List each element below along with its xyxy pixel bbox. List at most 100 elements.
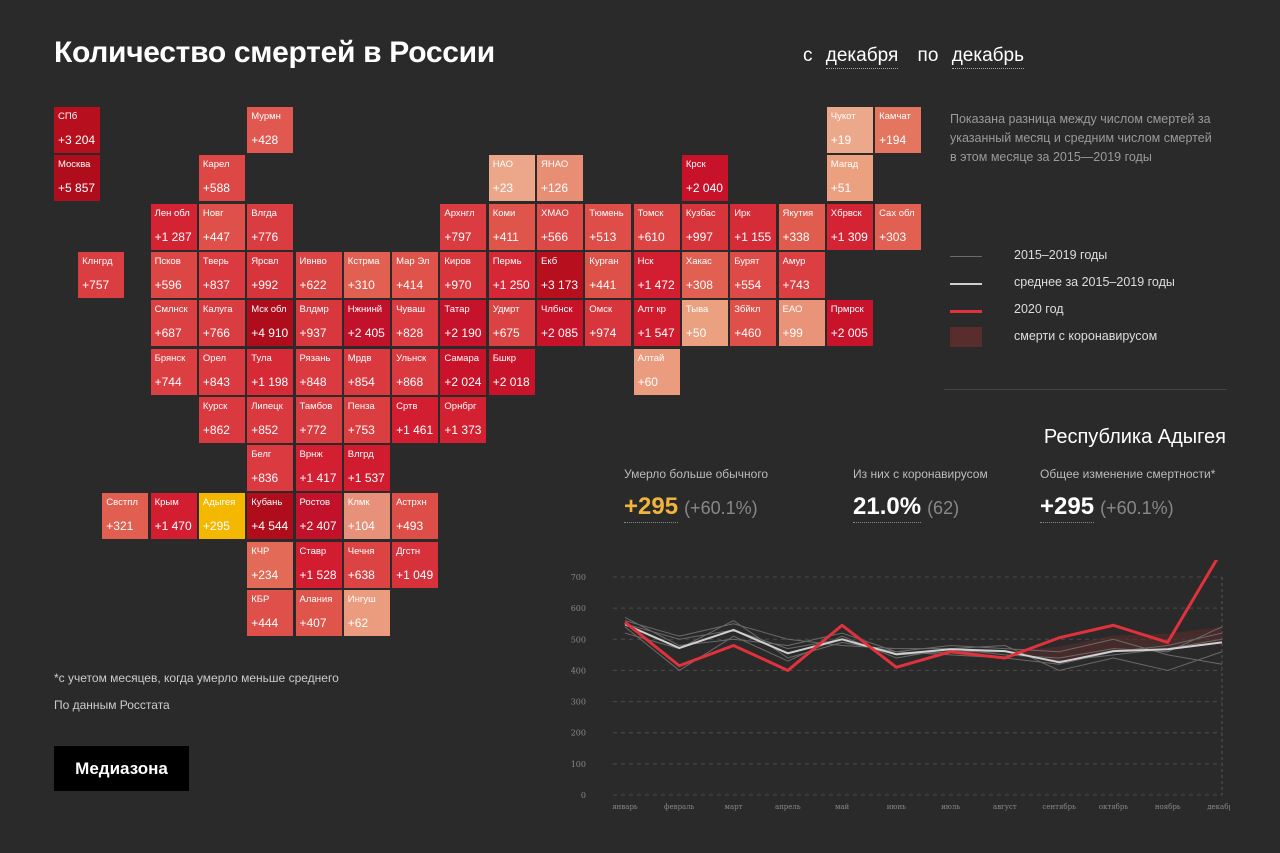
region-tile[interactable]: ЕАО +99: [778, 300, 825, 347]
region-tile[interactable]: Магад +51: [826, 155, 873, 202]
region-tile[interactable]: Свстпл +321: [102, 493, 149, 540]
region-tile[interactable]: Пенза +753: [343, 396, 390, 443]
region-tile[interactable]: ХМАО +566: [537, 203, 583, 250]
region-tile[interactable]: ЯНАО +126: [537, 155, 583, 202]
region-tile[interactable]: Прмрск +2 005: [826, 300, 873, 347]
region-tile-value: +308: [685, 277, 713, 292]
region-tile[interactable]: Ирк +1 155: [730, 203, 777, 250]
region-tile[interactable]: Врнж +1 417: [295, 445, 342, 492]
region-tile[interactable]: Хакас +308: [681, 251, 728, 298]
region-tile[interactable]: Липецк +852: [247, 396, 294, 443]
period-to-dropdown[interactable]: декабрь: [951, 45, 1024, 69]
region-tile[interactable]: Карел +588: [198, 155, 245, 202]
region-tile[interactable]: Ингуш +62: [343, 590, 390, 636]
region-tile[interactable]: Хбрвск +1 309: [826, 203, 873, 250]
region-tile-value: +854: [347, 374, 375, 389]
stat-value[interactable]: +295: [624, 493, 679, 523]
region-tile[interactable]: Ульнск +868: [392, 348, 439, 395]
region-tile[interactable]: Кузбас +997: [681, 203, 728, 250]
region-tile[interactable]: Тюмень +513: [585, 203, 632, 250]
region-tile[interactable]: Алтай +60: [633, 348, 680, 395]
region-tile[interactable]: Камчат +194: [875, 107, 922, 153]
region-tile[interactable]: Белг +836: [247, 445, 294, 492]
region-tile[interactable]: Кстрма +310: [343, 251, 390, 298]
y-tick-label: 200: [571, 729, 586, 738]
region-tile[interactable]: Рязань +848: [295, 348, 342, 395]
stat-value[interactable]: 21.0%: [853, 493, 922, 523]
region-tile[interactable]: Якутия +338: [778, 203, 825, 250]
region-tile[interactable]: Тула +1 198: [247, 348, 294, 395]
region-tile[interactable]: Чечня +638: [343, 541, 390, 588]
region-tile[interactable]: Екб +3 173: [537, 251, 583, 298]
region-tile[interactable]: Астрхн +493: [392, 493, 439, 540]
region-tile[interactable]: Влгда +776: [247, 203, 294, 250]
region-tile[interactable]: Москва +5 857: [54, 155, 100, 202]
region-tile[interactable]: Ростов +2 407: [295, 493, 342, 540]
region-tile[interactable]: Клмк +104: [343, 493, 390, 540]
region-tile[interactable]: Орнбрг +1 373: [440, 396, 487, 443]
region-tile[interactable]: Тыва +50: [681, 300, 728, 347]
region-tile[interactable]: Мск обл +4 910: [247, 300, 294, 347]
region-tile[interactable]: Сртв +1 461: [392, 396, 439, 443]
stat-value[interactable]: +295: [1040, 493, 1095, 523]
region-tile[interactable]: НАО +23: [488, 155, 535, 202]
region-tile[interactable]: Смлнск +687: [150, 300, 197, 347]
region-tile[interactable]: Тамбов +772: [295, 396, 342, 443]
region-tile-name: КБР: [251, 594, 270, 605]
region-tile[interactable]: Нжнинй +2 405: [343, 300, 390, 347]
region-tile[interactable]: Алания +407: [295, 590, 342, 636]
region-tile[interactable]: Самара +2 024: [440, 348, 487, 395]
region-tile[interactable]: Мрдв +854: [343, 348, 390, 395]
region-tile-name: Киров: [444, 255, 471, 267]
region-tile[interactable]: Орел +843: [198, 348, 245, 395]
period-from-dropdown[interactable]: декабря: [825, 45, 899, 69]
region-tile[interactable]: Крым +1 470: [150, 493, 197, 540]
region-tile[interactable]: Новг +447: [198, 203, 245, 250]
region-tile[interactable]: Алт кр +1 547: [633, 300, 680, 347]
region-tile[interactable]: Брянск +744: [150, 348, 197, 395]
region-tile[interactable]: Удмрт +675: [488, 300, 535, 347]
region-tile-name: Свстпл: [106, 497, 138, 509]
region-tile[interactable]: Крск +2 040: [681, 155, 728, 202]
region-tile[interactable]: Нск +1 472: [633, 251, 680, 298]
region-tile[interactable]: Калуга +766: [198, 300, 245, 347]
region-tile[interactable]: Дгстн +1 049: [392, 541, 439, 588]
region-tile[interactable]: Архнгл +797: [440, 203, 487, 250]
region-tile[interactable]: Лен обл +1 287: [150, 203, 197, 250]
region-tile[interactable]: КБР +444: [247, 590, 294, 636]
region-tile[interactable]: Влгрд +1 537: [343, 445, 390, 492]
region-tile[interactable]: Татар +2 190: [440, 300, 487, 347]
region-tile[interactable]: Сах обл +303: [875, 203, 922, 250]
region-tile[interactable]: Омск +974: [585, 300, 632, 347]
region-tile[interactable]: Пермь +1 250: [488, 251, 535, 298]
region-tile[interactable]: Ставр +1 528: [295, 541, 342, 588]
region-tile[interactable]: Томск +610: [633, 203, 680, 250]
region-tile-name: Тыва: [685, 304, 709, 316]
region-tile[interactable]: Курган +441: [585, 251, 632, 298]
region-tile[interactable]: Бурят +554: [730, 251, 777, 298]
region-tile[interactable]: СПб +3 204: [54, 107, 100, 153]
region-tile[interactable]: Мар Эл +414: [392, 251, 439, 298]
region-tile[interactable]: Тверь +837: [198, 251, 245, 298]
region-tile[interactable]: Коми +411: [488, 203, 535, 250]
region-tile[interactable]: Амур +743: [778, 251, 825, 298]
region-tile[interactable]: Мурмн +428: [247, 107, 294, 153]
region-tile[interactable]: Псков +596: [150, 251, 197, 298]
region-tile-name: Лен обл: [154, 207, 190, 219]
region-tile-name: Влдмр: [299, 304, 329, 316]
region-tile[interactable]: Бшкр +2 018: [488, 348, 535, 395]
mediazona-logo[interactable]: Медиазона: [54, 746, 189, 791]
region-tile[interactable]: Адыгея +295: [198, 493, 245, 540]
region-tile[interactable]: Курск +862: [198, 396, 245, 443]
region-tile[interactable]: Влдмр +937: [295, 300, 342, 347]
region-tile[interactable]: Ивнво +622: [295, 251, 342, 298]
region-tile[interactable]: Збйкл +460: [730, 300, 777, 347]
region-tile[interactable]: Кубань +4 544: [247, 493, 294, 540]
region-tile[interactable]: Клнгрд +757: [78, 251, 125, 298]
region-tile[interactable]: КЧР +234: [247, 541, 294, 588]
region-tile[interactable]: Чуваш +828: [392, 300, 439, 347]
region-tile[interactable]: Киров +970: [440, 251, 487, 298]
region-tile[interactable]: Ярсвл +992: [247, 251, 294, 298]
region-tile[interactable]: Чукот +19: [826, 107, 873, 153]
region-tile[interactable]: Члбнск +2 085: [537, 300, 583, 347]
